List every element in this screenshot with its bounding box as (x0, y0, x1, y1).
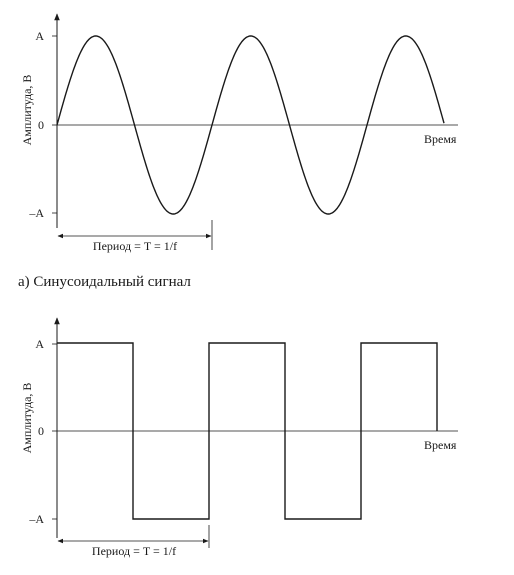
sine-chart: A 0 –A Амплитуда, В Время Период = T = 1… (20, 13, 458, 253)
square-tick-label-bottom: –A (28, 512, 44, 526)
square-tick-label-top: A (35, 337, 44, 351)
sine-tick-label-zero: 0 (38, 118, 44, 132)
caption-a: а) Синусоидальный сигнал (18, 274, 191, 290)
square-period-label: Период = T = 1/f (92, 544, 176, 558)
sine-tick-label-top: A (35, 29, 44, 43)
sine-y-axis-label: Амплитуда, В (20, 75, 34, 146)
square-tick-label-zero: 0 (38, 424, 44, 438)
sine-period-label: Период = T = 1/f (93, 239, 177, 253)
square-y-axis-label: Амплитуда, В (20, 383, 34, 454)
square-chart: A 0 –A Амплитуда, В Время Период = T = 1… (20, 317, 458, 558)
sine-wave-line (56, 35, 445, 215)
square-x-axis-label: Время (424, 438, 457, 452)
square-wave-line (57, 342, 438, 520)
sine-x-axis-label: Время (424, 132, 457, 146)
sine-tick-label-bottom: –A (28, 206, 44, 220)
